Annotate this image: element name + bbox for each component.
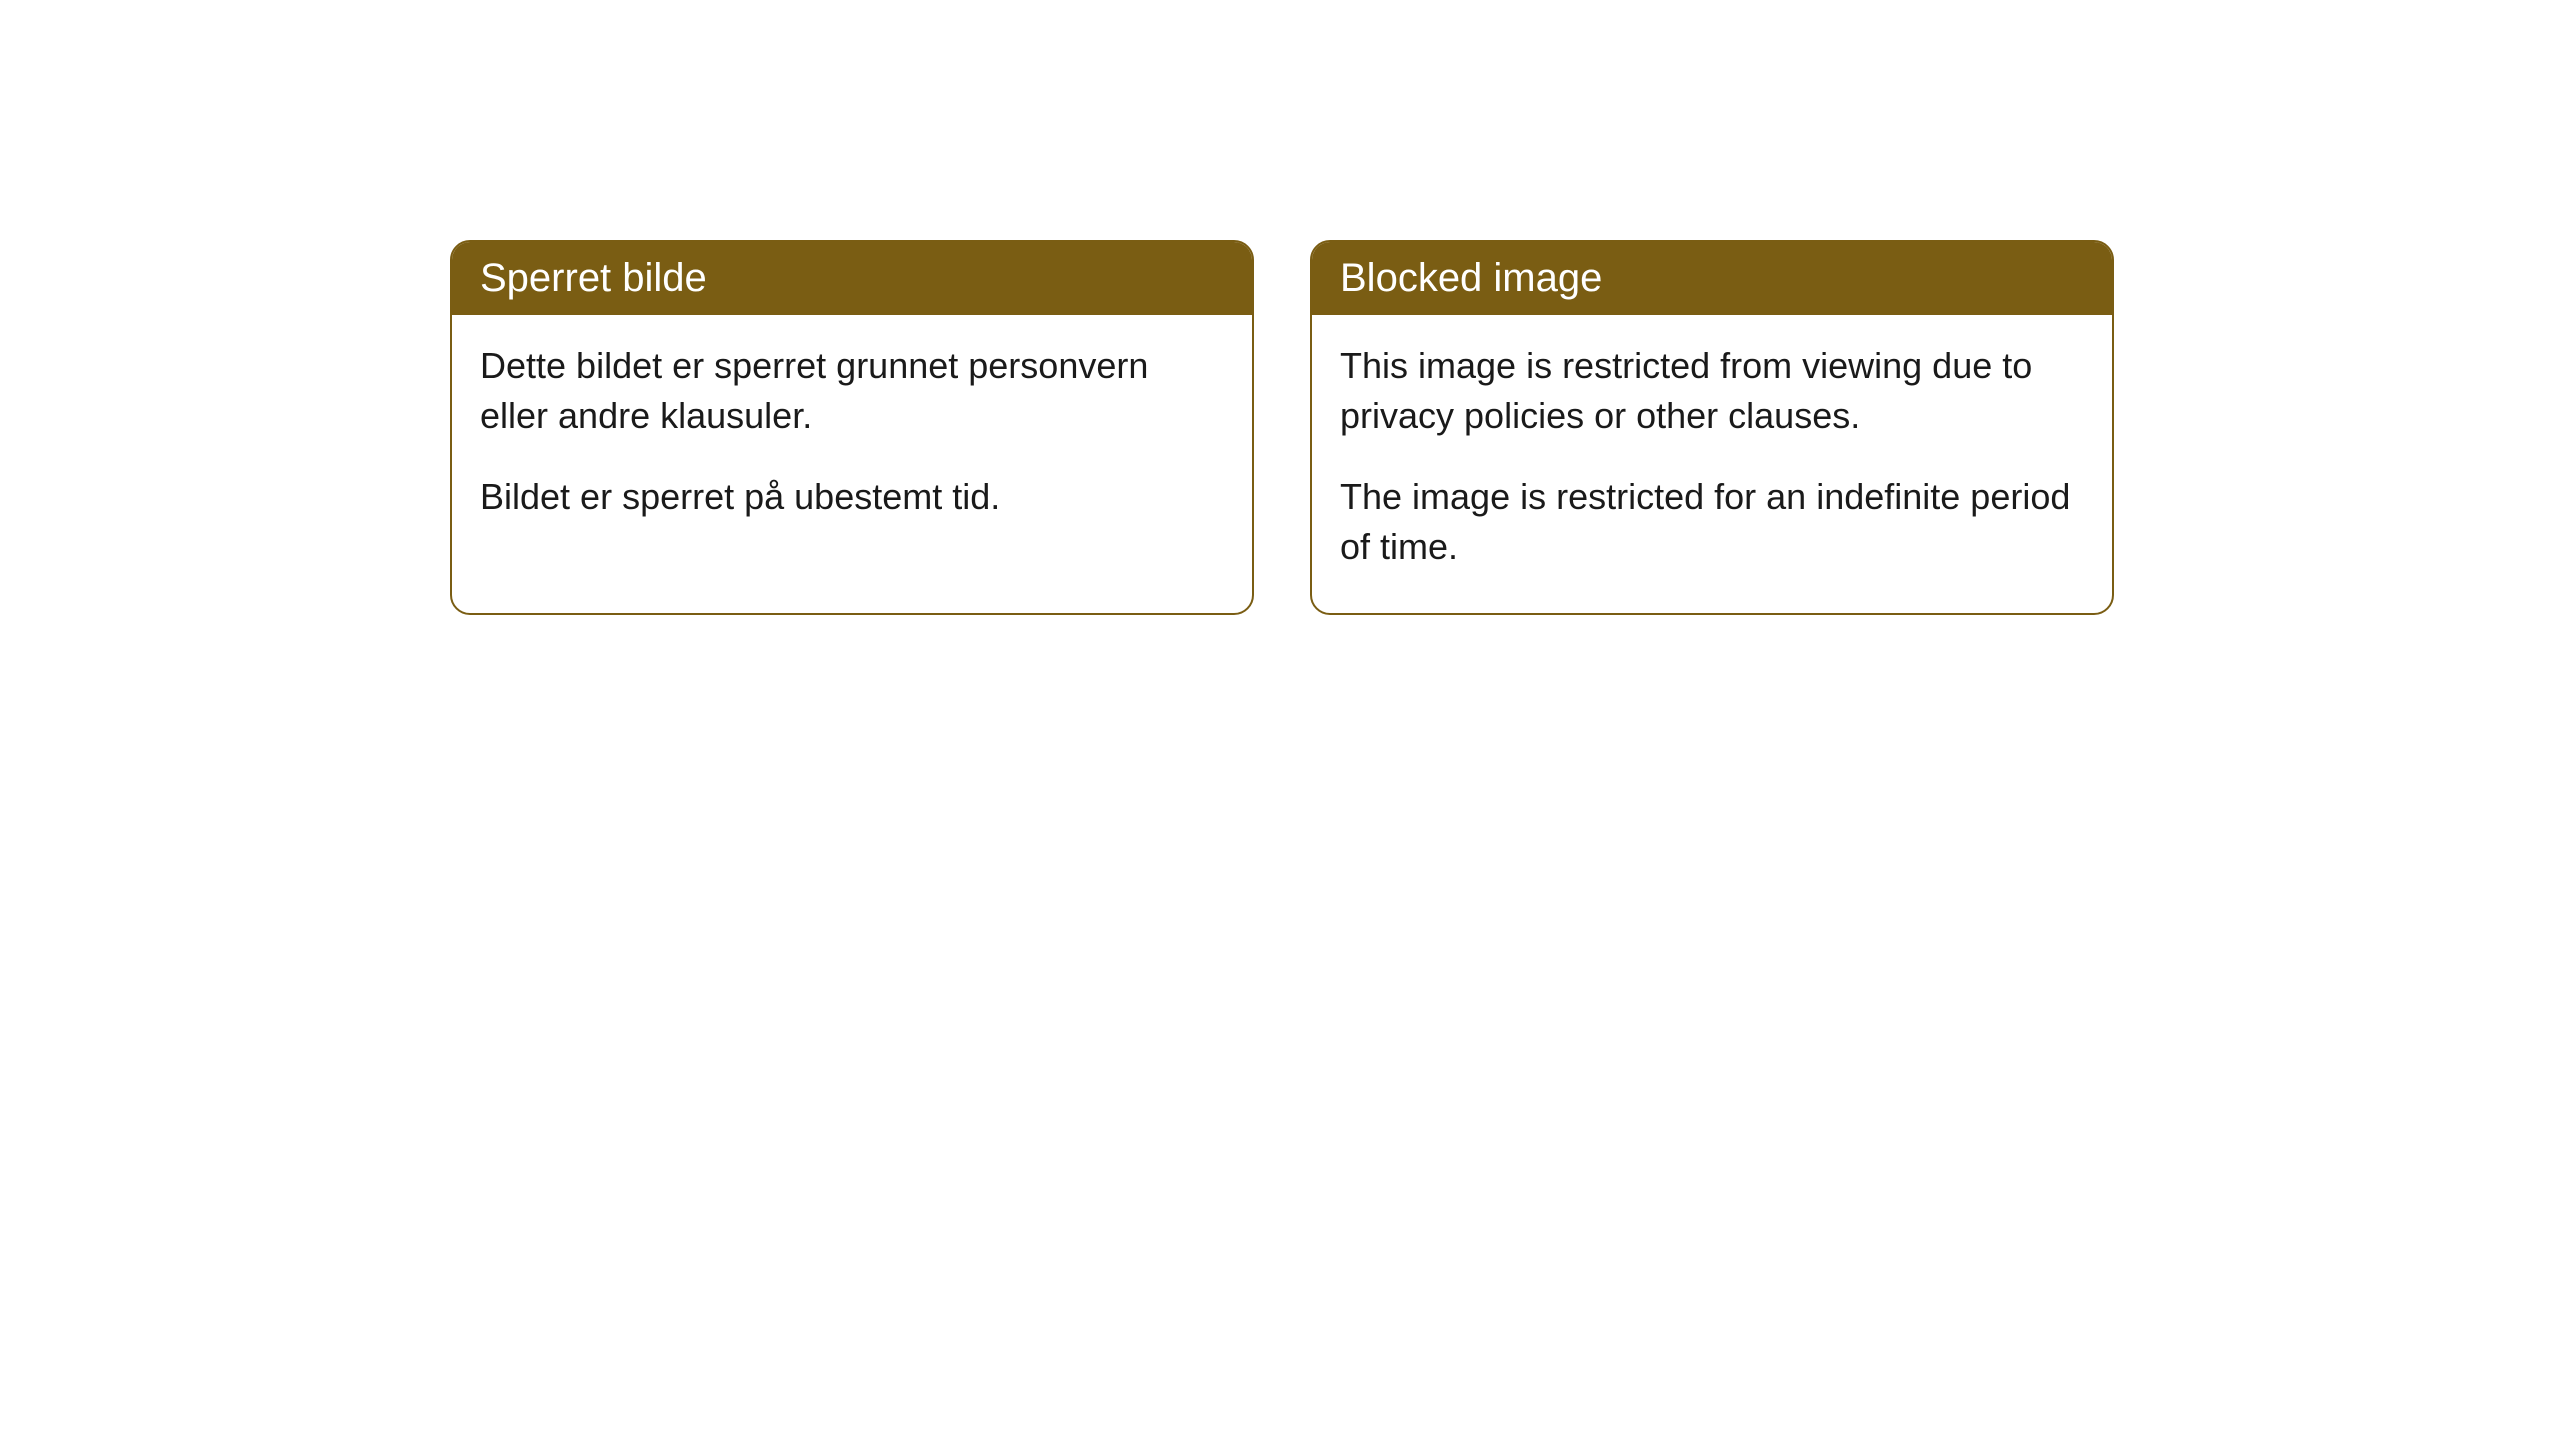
card-text: Bildet er sperret på ubestemt tid. (480, 472, 1224, 522)
card-title-en: Blocked image (1312, 242, 2112, 315)
card-text: Dette bildet er sperret grunnet personve… (480, 341, 1224, 442)
blocked-image-card-no: Sperret bilde Dette bildet er sperret gr… (450, 240, 1254, 615)
card-text: This image is restricted from viewing du… (1340, 341, 2084, 442)
card-text: The image is restricted for an indefinit… (1340, 472, 2084, 573)
notice-container: Sperret bilde Dette bildet er sperret gr… (450, 240, 2114, 615)
card-body-no: Dette bildet er sperret grunnet personve… (452, 315, 1252, 562)
card-title-no: Sperret bilde (452, 242, 1252, 315)
blocked-image-card-en: Blocked image This image is restricted f… (1310, 240, 2114, 615)
card-body-en: This image is restricted from viewing du… (1312, 315, 2112, 613)
